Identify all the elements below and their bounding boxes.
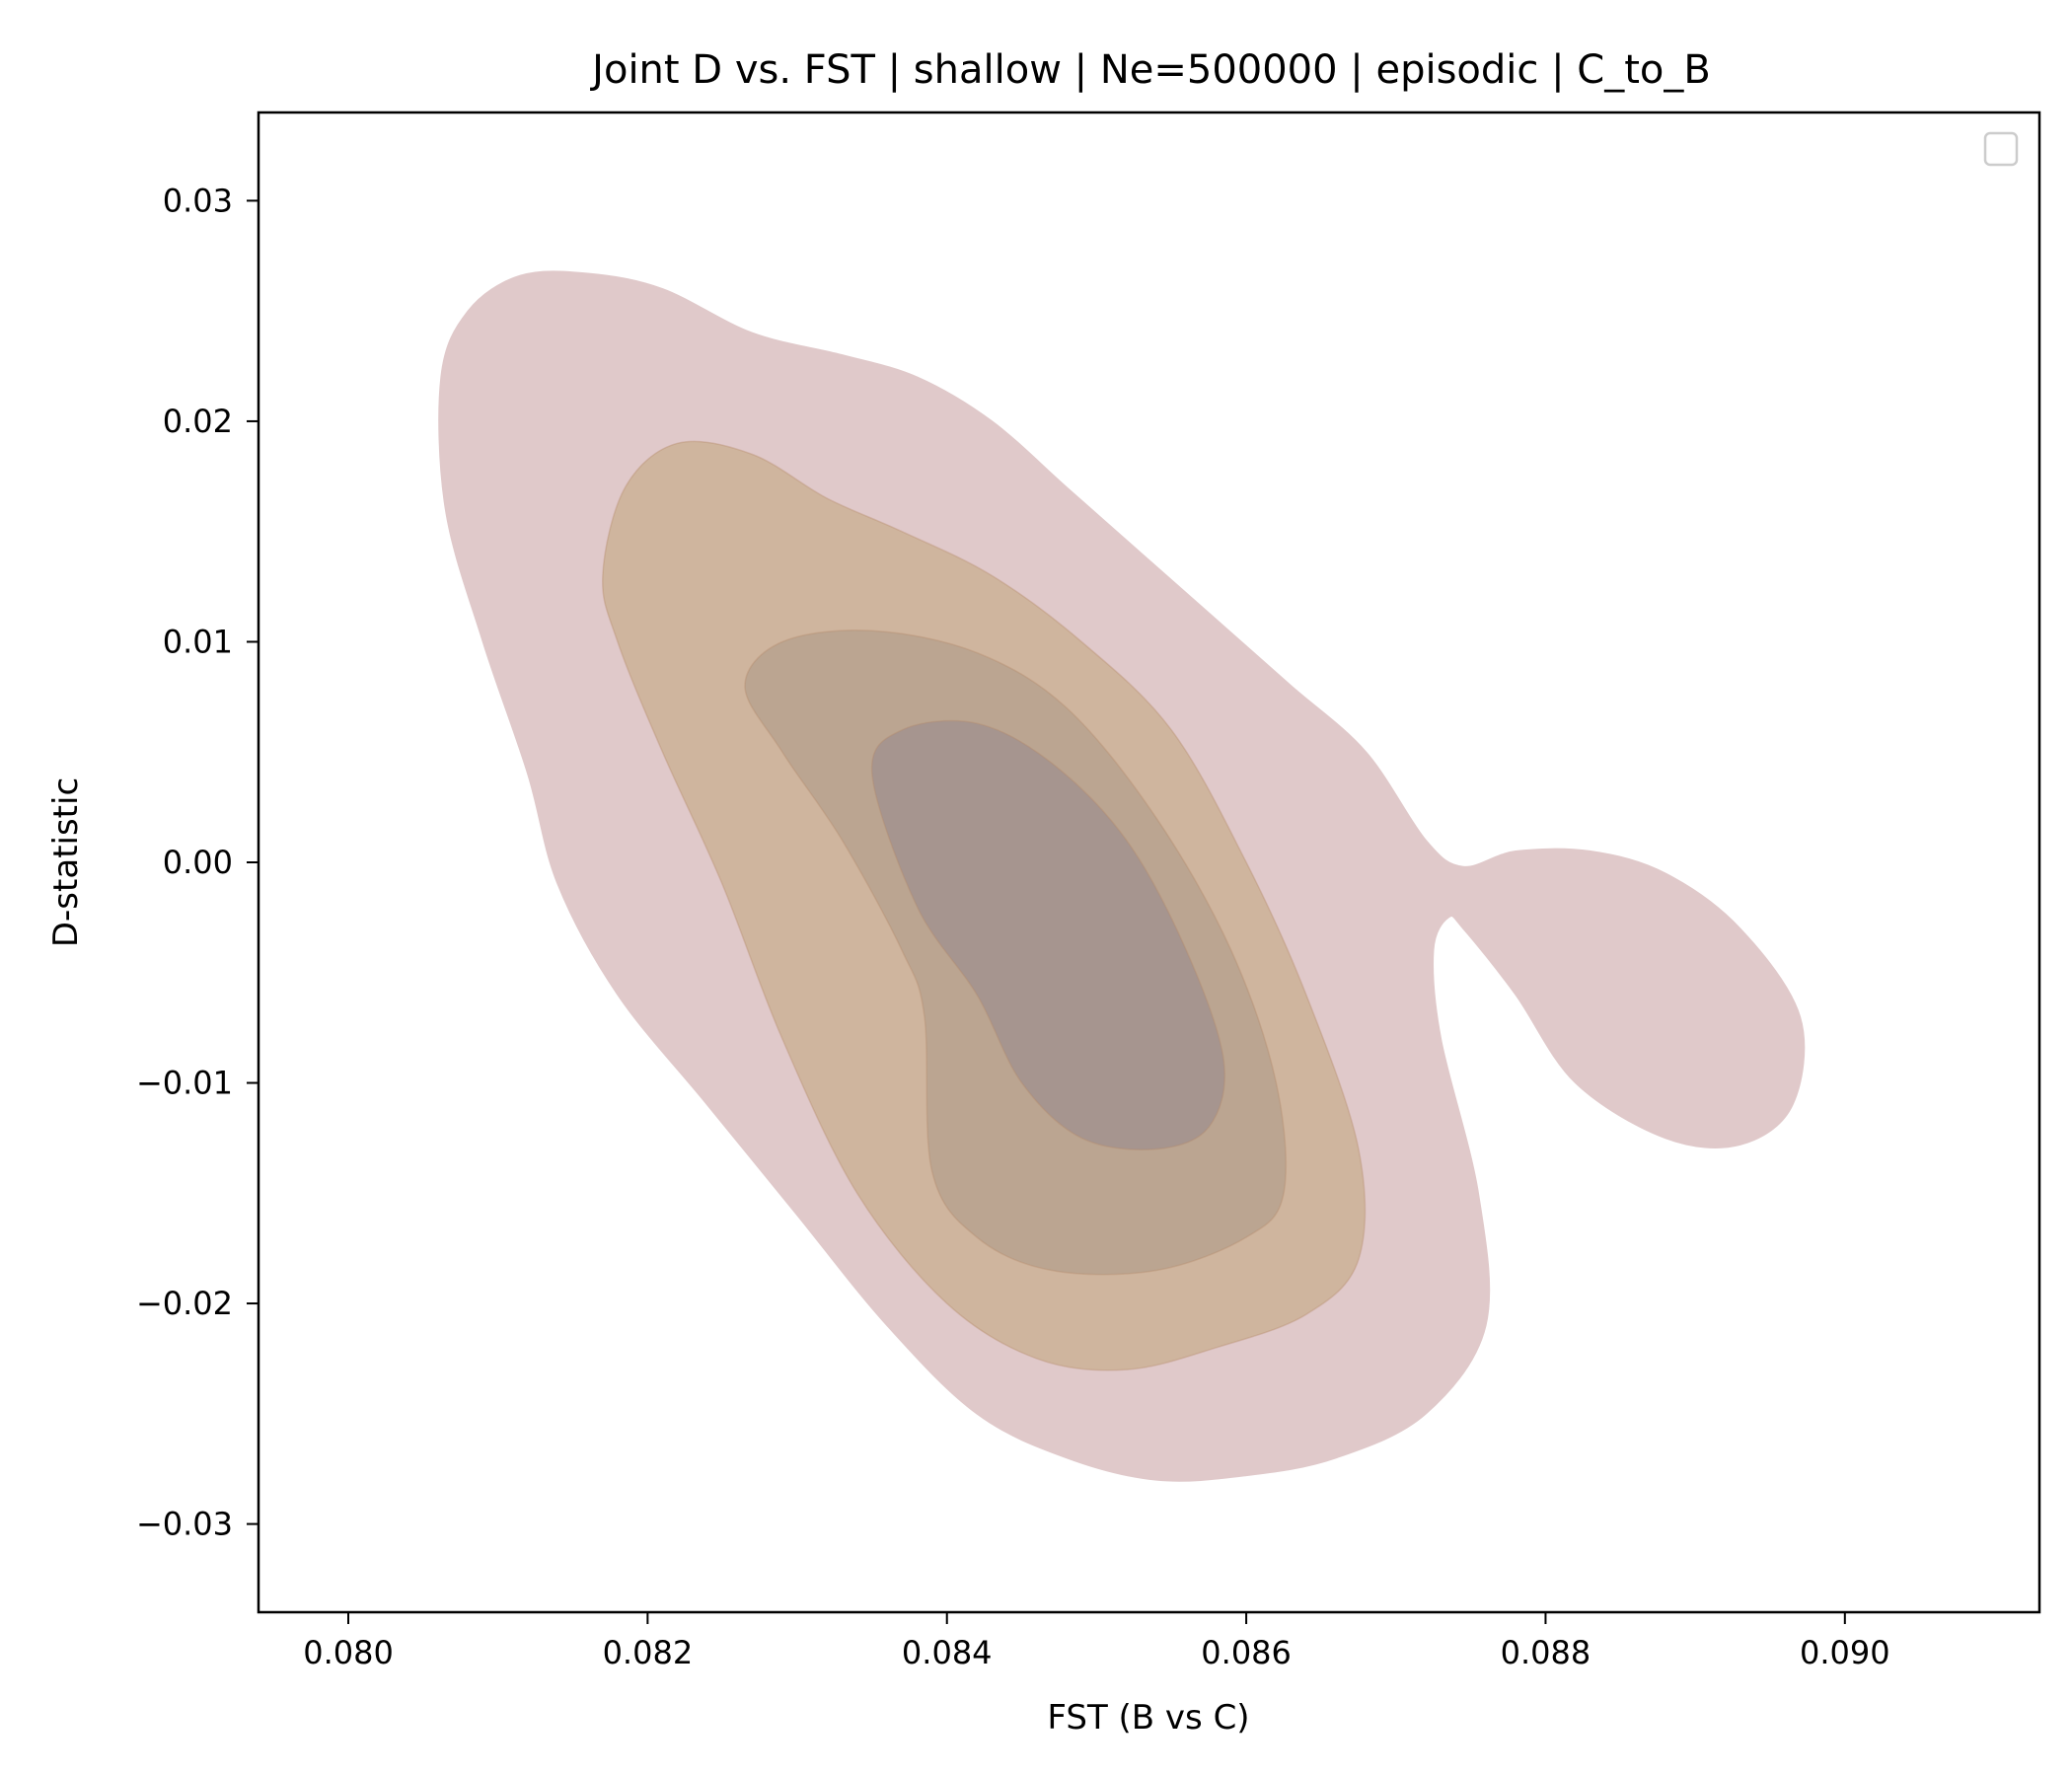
- legend-box: [1983, 131, 2019, 167]
- chart-title: Joint D vs. FST | shallow | Ne=500000 | …: [589, 47, 1711, 93]
- x-tick-label: 0.084: [902, 1634, 993, 1671]
- contour-level-4: [870, 719, 1225, 1150]
- y-tick-label: 0.02: [163, 403, 233, 440]
- y-axis-label: D-statistic: [46, 777, 86, 947]
- x-tick-label: 0.090: [1800, 1634, 1890, 1671]
- x-axis-label: FST (B vs C): [1047, 1698, 1249, 1738]
- x-tick-label: 0.080: [303, 1634, 394, 1671]
- x-tick-label: 0.082: [603, 1634, 694, 1671]
- y-tick-label: −0.03: [136, 1506, 233, 1543]
- y-tick-label: −0.01: [136, 1065, 233, 1102]
- contour-layers: [438, 270, 1806, 1482]
- y-tick-label: −0.02: [136, 1285, 233, 1322]
- x-axis: 0.080 0.082 0.084 0.086 0.088 0.090: [303, 1612, 1890, 1671]
- x-tick-label: 0.088: [1501, 1634, 1591, 1671]
- y-tick-label: 0.01: [163, 623, 233, 660]
- y-axis: 0.03 0.02 0.01 0.00 −0.01 −0.02 −0.03: [136, 182, 259, 1543]
- x-tick-label: 0.086: [1201, 1634, 1292, 1671]
- y-tick-label: 0.03: [163, 182, 233, 219]
- y-tick-label: 0.00: [163, 844, 233, 881]
